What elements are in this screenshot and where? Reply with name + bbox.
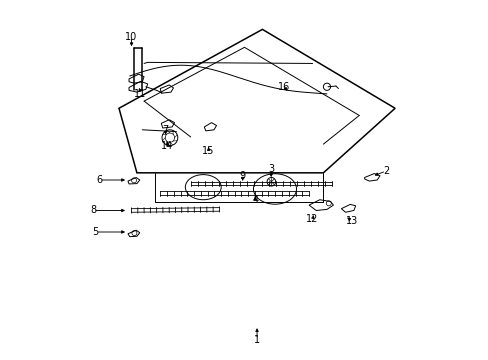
Text: 15: 15 bbox=[202, 146, 214, 156]
Text: 7: 7 bbox=[162, 125, 168, 135]
Text: 4: 4 bbox=[252, 195, 258, 205]
Text: 5: 5 bbox=[92, 227, 99, 237]
Text: 12: 12 bbox=[306, 215, 318, 224]
Text: 11: 11 bbox=[134, 89, 146, 99]
Text: 1: 1 bbox=[253, 334, 260, 345]
Text: 10: 10 bbox=[125, 32, 138, 41]
Text: 3: 3 bbox=[268, 164, 274, 174]
Text: 13: 13 bbox=[345, 216, 358, 226]
Text: 16: 16 bbox=[277, 82, 289, 92]
Text: 9: 9 bbox=[239, 171, 245, 181]
Text: 6: 6 bbox=[96, 175, 102, 185]
Text: 14: 14 bbox=[161, 141, 173, 151]
Text: 2: 2 bbox=[382, 166, 388, 176]
Text: 8: 8 bbox=[90, 206, 96, 216]
